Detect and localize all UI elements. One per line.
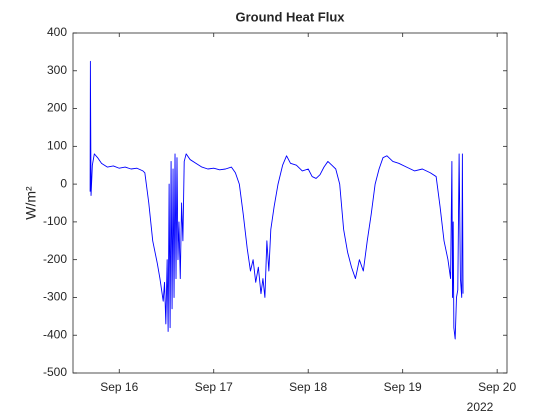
y-tick-label: 300 (47, 63, 67, 77)
x-tick-label: Sep 19 (384, 380, 422, 394)
y-tick-label: 100 (47, 139, 67, 153)
y-tick-label: -300 (43, 290, 67, 304)
y-tick-label: -500 (43, 365, 67, 379)
x-tick-label: Sep 16 (100, 380, 138, 394)
y-tick-label: 0 (60, 176, 67, 190)
chart-title: Ground Heat Flux (235, 9, 345, 24)
line-series (89, 60, 464, 340)
plot-area (72, 32, 508, 374)
x-tick-label: Sep 20 (478, 380, 516, 394)
x-offset-label: 2022 (467, 400, 494, 414)
y-tick-label: 400 (47, 25, 67, 39)
y-tick-label: -400 (43, 327, 67, 341)
y-axis-label: W/m² (23, 186, 39, 220)
x-tick-label: Sep 18 (289, 380, 327, 394)
x-tick-label: Sep 17 (195, 380, 233, 394)
y-tick-label: -100 (43, 214, 67, 228)
y-tick-label: 200 (47, 101, 67, 115)
y-tick-label: -200 (43, 252, 67, 266)
